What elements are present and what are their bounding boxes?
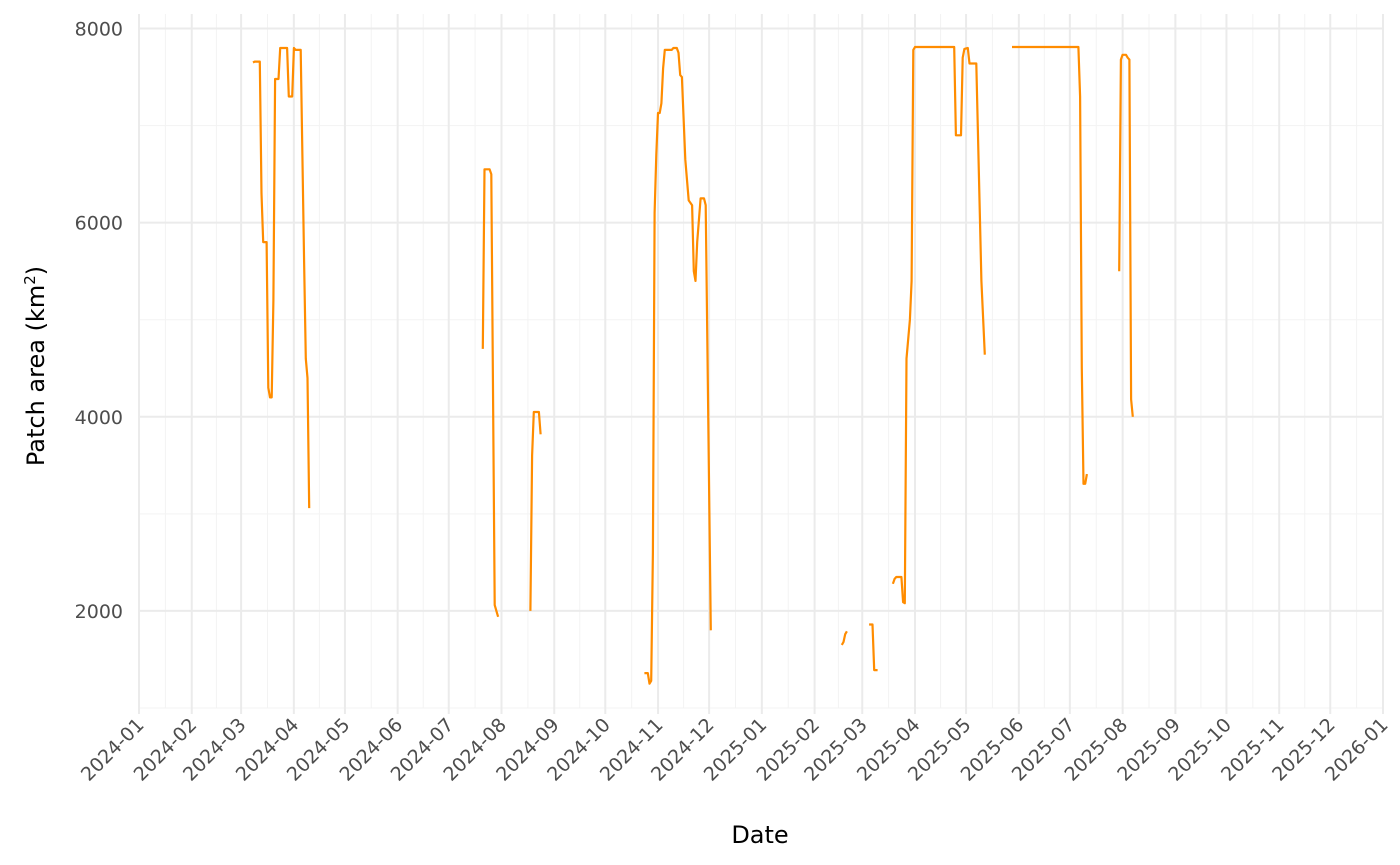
y-tick-label: 2000 xyxy=(75,601,123,623)
series-line-segment-6 xyxy=(869,623,878,672)
y-axis-title-main: Patch area (km xyxy=(22,285,50,466)
minor-gridlines xyxy=(139,14,1383,709)
series-line-segment-7 xyxy=(891,45,986,605)
series-line-segment-2 xyxy=(481,168,500,618)
x-axis-ticks: 2024-012024-022024-032024-042024-052024-… xyxy=(77,708,1393,786)
series-line-segment-3 xyxy=(529,410,542,611)
x-axis-title: Date xyxy=(731,821,788,849)
y-axis-title-close: ) xyxy=(22,266,50,275)
y-tick-label: 4000 xyxy=(75,407,123,429)
y-tick-label: 6000 xyxy=(75,213,123,235)
series-line-segment-1 xyxy=(252,46,311,509)
y-axis-title-superscript: 2 xyxy=(21,275,39,285)
series-line-segment-9 xyxy=(1118,53,1134,417)
y-axis-title: Patch area (km2) xyxy=(21,266,50,466)
series-line-segment-8 xyxy=(1012,45,1088,485)
series-line-segment-4 xyxy=(644,46,712,685)
patch-area-series xyxy=(252,45,1134,685)
y-axis-ticks: 2000 4000 6000 8000 xyxy=(75,19,123,623)
major-gridlines xyxy=(138,14,1384,708)
series-line-segment-5 xyxy=(840,630,848,646)
y-tick-label: 8000 xyxy=(75,19,123,41)
